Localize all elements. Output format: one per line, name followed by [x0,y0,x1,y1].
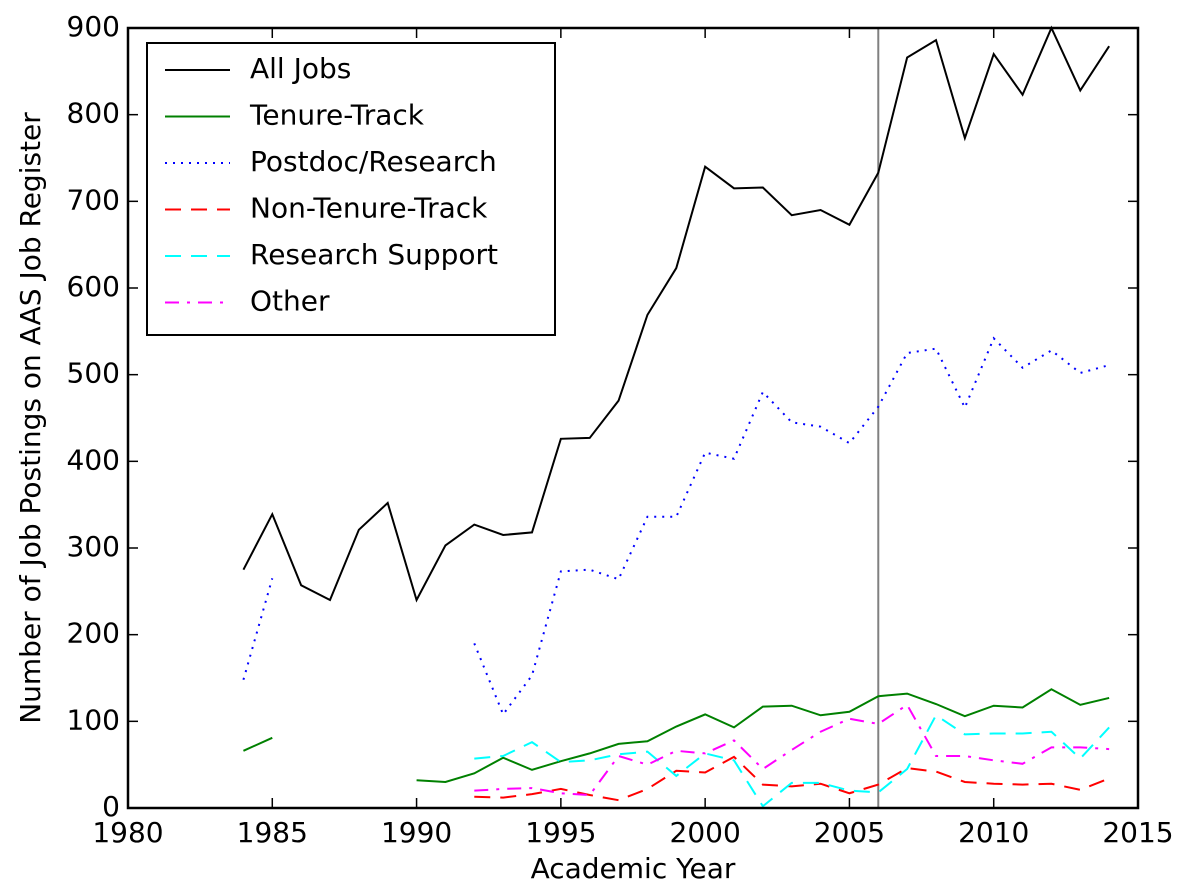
legend-box [146,42,556,336]
series-line [243,736,273,752]
x-tick-label: 2010 [958,816,1029,849]
series-line [474,713,1110,808]
y-tick-label: 800 [67,97,120,130]
series-line [474,703,1110,797]
y-axis-label: Number of Job Postings on AAS Job Regist… [14,112,47,724]
legend-label: Postdoc/Research [250,145,497,178]
legend-label: All Jobs [250,52,351,85]
x-tick-label: 2000 [670,816,741,849]
series-line [242,578,274,681]
x-tick-label: 1990 [381,816,452,849]
y-tick-label: 900 [67,10,120,43]
series-line [416,688,1110,784]
legend-label: Tenure-Track [249,99,425,132]
y-tick-label: 700 [67,183,120,216]
y-tick-label: 100 [67,703,120,736]
y-tick-label: 600 [67,270,120,303]
y-tick-label: 400 [67,443,120,476]
legend-label: Non-Tenure-Track [250,192,488,225]
plot-frame [126,26,1140,810]
series-line [474,755,1110,802]
x-tick-label: 1995 [525,816,596,849]
x-tick-label: 2005 [814,816,885,849]
series-line [242,25,1110,603]
x-tick-label: 1980 [92,816,163,849]
legend-label: Research Support [250,238,498,271]
x-tick-label: 1985 [237,816,308,849]
legend-label: Other [250,285,330,318]
y-tick-label: 200 [67,617,120,650]
x-axis-label: Academic Year [531,852,736,885]
y-tick-label: 0 [102,790,120,823]
x-tick-label: 2015 [1102,816,1173,849]
y-tick-label: 300 [67,530,120,563]
series-line [473,336,1110,717]
y-tick-label: 500 [67,357,120,390]
